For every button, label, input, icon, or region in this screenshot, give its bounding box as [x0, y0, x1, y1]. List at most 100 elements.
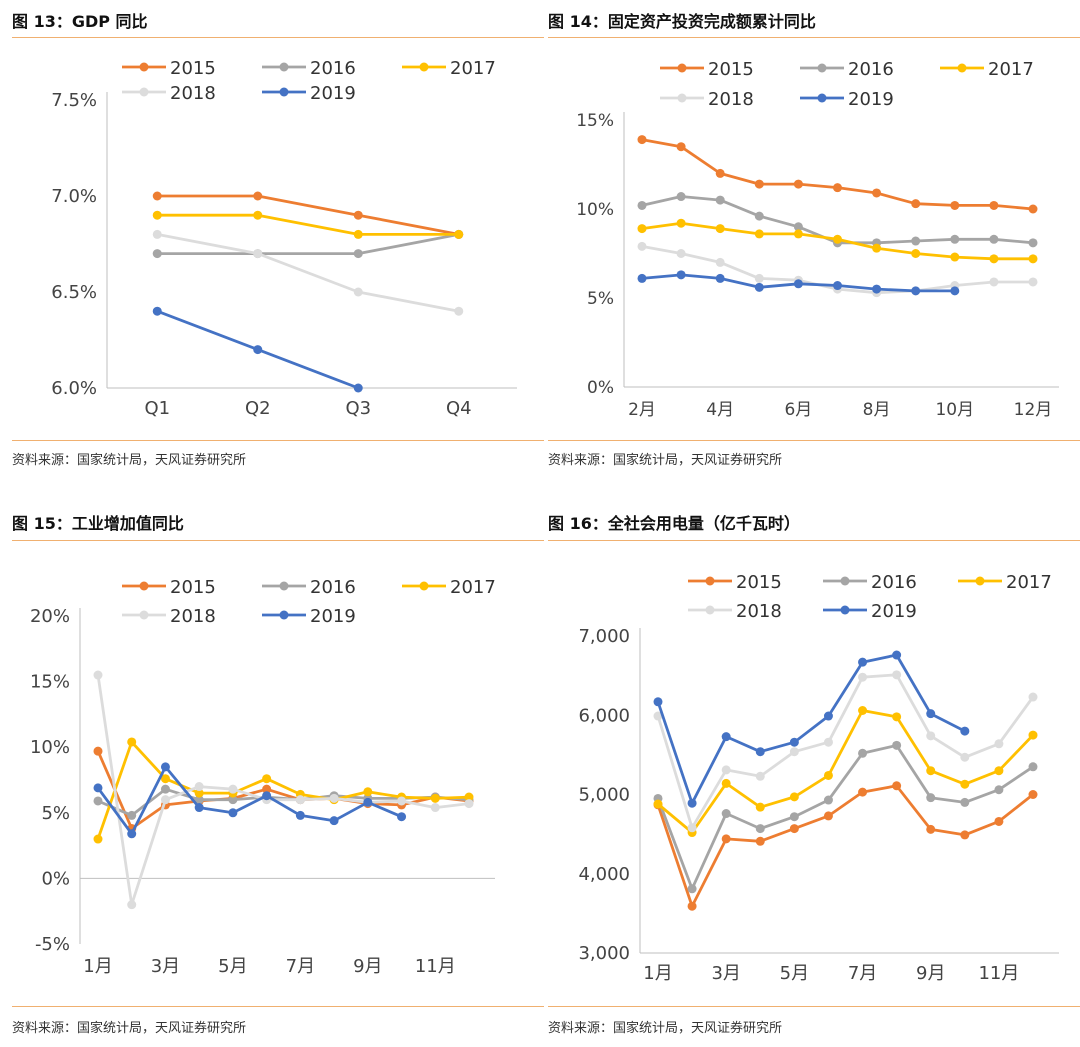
- legend-label-2017: 2017: [1006, 572, 1052, 593]
- data-point-2018: [353, 287, 363, 297]
- data-point-2015: [715, 168, 725, 178]
- legend-marker-2019: [817, 93, 827, 103]
- data-point-2019: [329, 816, 339, 826]
- data-point-2018: [715, 257, 725, 267]
- data-point-2018: [454, 306, 464, 316]
- legend-label-2016: 2016: [310, 58, 356, 79]
- series-line-2015: [656, 784, 1034, 908]
- legend-label-2018: 2018: [736, 601, 782, 622]
- source-note: 资料来源：国家统计局，天风证券研究所: [548, 1021, 783, 1036]
- data-point-2019: [160, 762, 170, 772]
- data-point-2016: [755, 824, 765, 834]
- data-point-2017: [721, 778, 731, 788]
- data-point-2019: [754, 282, 764, 292]
- legend-label-2017: 2017: [450, 58, 496, 79]
- legend-marker-2019: [279, 610, 289, 620]
- data-point-2017: [960, 779, 970, 789]
- data-point-2018: [253, 249, 263, 259]
- data-point-2019: [789, 737, 799, 747]
- x-tick-label: 5月: [218, 956, 247, 977]
- data-point-2017: [833, 234, 842, 244]
- x-tick-label: Q2: [245, 398, 271, 419]
- data-point-2018: [789, 747, 799, 757]
- data-point-2015: [960, 830, 970, 840]
- legend-marker-2019: [840, 605, 850, 615]
- data-point-2016: [858, 748, 868, 758]
- series-line-2017: [157, 213, 459, 236]
- data-point-2017: [464, 792, 474, 802]
- x-tick-label: 11月: [415, 956, 456, 977]
- y-tick-label: 0%: [41, 868, 70, 889]
- legend-marker-2016: [279, 62, 289, 72]
- legend-label-2019: 2019: [310, 83, 356, 104]
- data-point-2015: [676, 142, 686, 152]
- data-point-2016: [721, 809, 731, 819]
- data-point-2015: [253, 191, 263, 201]
- data-point-2019: [911, 286, 921, 296]
- series-line-2017: [657, 709, 1035, 834]
- data-point-2017: [253, 210, 263, 220]
- data-point-2015: [793, 179, 803, 189]
- data-point-2017: [1028, 730, 1038, 740]
- legend-marker-2015: [139, 581, 149, 591]
- data-point-2019: [833, 281, 842, 291]
- source-note: 资料来源：国家统计局，天风证券研究所: [12, 453, 247, 468]
- data-point-2017: [454, 229, 464, 239]
- data-point-2017: [363, 787, 373, 797]
- data-point-2019: [793, 279, 803, 289]
- data-point-2019: [397, 812, 407, 822]
- chart-title: 图 15：工业增加值同比: [12, 514, 184, 533]
- data-point-2015: [892, 781, 902, 791]
- y-tick-label: -5%: [35, 934, 70, 955]
- x-tick-label: 10月: [935, 400, 974, 420]
- x-tick-label: 9月: [353, 956, 382, 977]
- chart-panel-electricity: 图 16：全社会用电量（亿千瓦时） 3,000 4,000 5,000 6,000 7,…: [548, 510, 1080, 1040]
- data-point-2018: [430, 803, 440, 813]
- data-point-2018: [989, 277, 999, 287]
- data-point-2019: [228, 808, 238, 818]
- data-point-2018: [754, 273, 764, 283]
- data-point-2018: [676, 249, 686, 258]
- data-point-2018: [892, 670, 902, 680]
- data-point-2015: [262, 784, 272, 794]
- legend-marker-2019: [279, 87, 289, 97]
- y-tick-label: 15%: [30, 672, 70, 693]
- data-point-2019: [715, 273, 725, 283]
- data-point-2017: [353, 229, 363, 239]
- data-point-2016: [228, 795, 238, 805]
- data-point-2016: [823, 795, 833, 805]
- line-chart-gdp: 6.0% 6.5% 7.0% 7.5% Q1 Q2 Q3 Q4 2015 2016 2017 2018…: [51, 58, 517, 419]
- data-point-2018: [295, 795, 305, 805]
- data-point-2018: [127, 900, 137, 910]
- series-line-2018: [96, 674, 470, 906]
- data-point-2016: [793, 222, 803, 232]
- data-point-2018: [228, 784, 238, 794]
- data-point-2019: [295, 810, 305, 820]
- data-point-2016: [687, 884, 697, 894]
- legend-marker-2017: [419, 62, 429, 72]
- data-point-2018: [152, 229, 162, 239]
- title-rule: [12, 540, 544, 541]
- data-point-2017: [755, 802, 765, 812]
- legend-label-2018: 2018: [170, 83, 216, 104]
- x-tick-label: 12月: [1014, 400, 1053, 420]
- data-point-2016: [160, 784, 170, 794]
- line-chart-industry: -5% 0% 5% 10% 15% 20% 1月 3月 5月 7月 9月 11月 2015 2016 201…: [30, 577, 496, 977]
- data-point-2019: [858, 657, 868, 667]
- data-point-2018: [858, 672, 868, 682]
- series-line-2019: [96, 765, 403, 836]
- legend-marker-2015: [705, 576, 715, 586]
- data-point-2016: [754, 211, 764, 221]
- series-line-2017: [96, 740, 470, 840]
- data-point-2015: [994, 816, 1004, 826]
- y-tick-label: 15%: [576, 111, 614, 131]
- data-point-2016: [989, 234, 999, 244]
- legend-label-2019: 2019: [871, 601, 917, 622]
- x-tick-label: 7月: [286, 956, 315, 977]
- data-point-2019: [127, 829, 137, 839]
- line-chart-fai: 0% 5% 10% 15% 2月 4月 6月 8月 10月 12月 2015 2016 2017 2018…: [576, 59, 1059, 420]
- data-point-2015: [721, 834, 731, 844]
- legend-marker-2018: [139, 87, 149, 97]
- legend-marker-2018: [705, 605, 715, 615]
- data-point-2017: [994, 766, 1004, 776]
